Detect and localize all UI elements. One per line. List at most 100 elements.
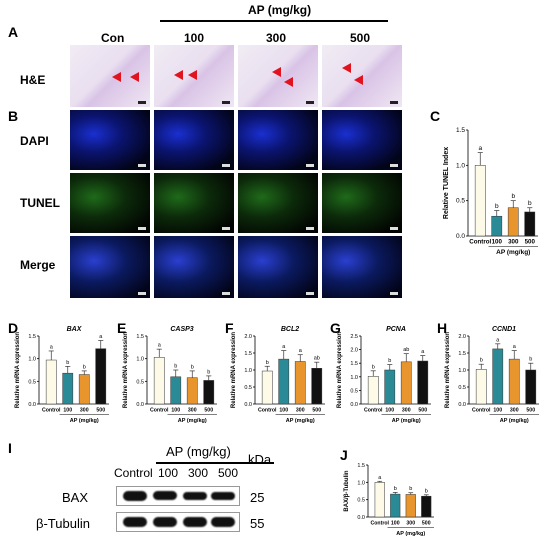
significance-letter: ab xyxy=(314,356,320,362)
significance-letter: b xyxy=(480,358,483,364)
wb-kda-bax: 25 xyxy=(250,490,265,505)
merge-image-500 xyxy=(322,236,402,298)
significance-letter: ab xyxy=(403,347,409,353)
bar xyxy=(508,358,520,405)
y-axis-label: Relative mRNA expression xyxy=(445,332,451,408)
row-label-tunel: TUNEL xyxy=(20,196,60,210)
y-tick-label: 0.5 xyxy=(458,385,466,391)
merge-image-100 xyxy=(154,236,234,298)
bar xyxy=(62,372,74,405)
he-image-con xyxy=(70,45,150,107)
y-tick-label: 1.0 xyxy=(357,480,365,486)
y-axis-label: Relative TUNEL Index xyxy=(443,147,450,219)
y-tick-label: 1.0 xyxy=(28,357,36,363)
y-tick-label: 1.5 xyxy=(458,351,466,357)
significance-letter: b xyxy=(174,364,177,370)
category-label: Control xyxy=(258,408,277,414)
significance-letter: a xyxy=(513,344,517,350)
y-tick-label: 0.0 xyxy=(458,402,466,408)
wb-col-300: 300 xyxy=(188,466,209,480)
row-label-he: H&E xyxy=(20,73,46,87)
category-label: 100 xyxy=(492,239,503,246)
gene-title: CCND1 xyxy=(492,326,516,333)
x-axis-label: AP (mg/kg) xyxy=(500,418,529,424)
significance-letter: b xyxy=(388,358,391,364)
y-tick-label: 0.5 xyxy=(357,498,365,504)
bar xyxy=(390,493,401,518)
y-axis-label: Relative mRNA expression xyxy=(123,332,129,408)
y-tick-label: 0.5 xyxy=(350,388,358,394)
panel-label-b: B xyxy=(8,108,19,124)
x-axis-label: AP (mg/kg) xyxy=(178,418,207,424)
y-tick-label: 1.5 xyxy=(244,351,252,357)
bar xyxy=(491,215,503,237)
y-axis-label: Relative mRNA expression xyxy=(337,332,343,408)
chart-h: 0.0 0.5 1.0 1.5 2.0 Relative mRNA expression C… xyxy=(445,326,539,424)
x-axis-label: AP (mg/kg) xyxy=(286,418,315,424)
y-axis-label: Relative mRNA expression xyxy=(231,332,237,408)
category-label: 500 xyxy=(422,521,431,527)
category-label: 300 xyxy=(296,408,305,414)
significance-letter: b xyxy=(207,369,210,375)
bar xyxy=(95,348,107,405)
y-tick-label: 0.0 xyxy=(244,402,252,408)
category-label: 500 xyxy=(312,408,321,414)
bar xyxy=(294,361,306,405)
row-label-dapi: DAPI xyxy=(20,134,49,148)
category-label: Control xyxy=(364,408,383,414)
y-tick-label: 1.0 xyxy=(456,162,465,169)
chart-e: 0.0 0.5 1.0 1.5 Relative mRNA expression CASP… xyxy=(123,326,217,424)
wb-col-control: Control xyxy=(114,466,153,480)
chart-j: 0.0 0.5 1.0 1.5 BAX/β-Tubulin a Control b 100 b 30… xyxy=(344,463,434,537)
significance-letter: b xyxy=(529,357,532,363)
bar xyxy=(421,495,432,518)
category-label: Control xyxy=(469,239,491,246)
significance-letter: a xyxy=(282,344,286,350)
col-label-300: 300 xyxy=(266,31,287,45)
bar xyxy=(78,374,90,405)
category-label: 500 xyxy=(525,239,536,246)
significance-letter: b xyxy=(394,486,397,492)
wb-strip-bax xyxy=(116,486,240,506)
wb-group-line xyxy=(156,462,274,464)
y-tick-label: 0.0 xyxy=(456,233,465,240)
y-axis-label: Relative mRNA expression xyxy=(15,332,21,408)
category-label: 300 xyxy=(80,408,89,414)
bar xyxy=(153,357,165,405)
y-tick-label: 1.5 xyxy=(136,334,144,340)
panel-label-d: D xyxy=(8,320,19,336)
dapi-image-500 xyxy=(322,110,402,170)
western-blot-panel: AP (mg/kg) kDa Control 100 300 500 BAX 2… xyxy=(30,440,330,540)
he-image-300 xyxy=(238,45,318,107)
significance-letter: a xyxy=(378,475,382,481)
y-tick-label: 2.0 xyxy=(244,334,252,340)
bar xyxy=(400,361,412,405)
x-axis-label: AP (mg/kg) xyxy=(70,418,99,424)
bar xyxy=(367,376,379,405)
wb-protein-tubulin: β-Tubulin xyxy=(36,516,90,531)
category-label: Control xyxy=(472,408,491,414)
panel-label-a: A xyxy=(8,24,19,40)
category-label: 100 xyxy=(385,408,394,414)
bar xyxy=(45,359,57,405)
col-label-con: Con xyxy=(101,31,125,45)
significance-letter: b xyxy=(372,364,375,370)
y-tick-label: 0.0 xyxy=(136,402,144,408)
category-label: 100 xyxy=(63,408,72,414)
y-tick-label: 1.0 xyxy=(350,375,358,381)
y-tick-label: 0.5 xyxy=(28,379,36,385)
tunel-image-500 xyxy=(322,173,402,233)
tunel-image-100 xyxy=(154,173,234,233)
panel-label-c: C xyxy=(430,108,441,124)
bar xyxy=(278,358,290,405)
dapi-image-con xyxy=(70,110,150,170)
bar xyxy=(170,376,182,405)
y-tick-label: 1.0 xyxy=(458,368,466,374)
wb-kda-tubulin: 55 xyxy=(250,516,265,531)
significance-letter: b xyxy=(409,486,412,492)
y-tick-label: 1.0 xyxy=(136,357,144,363)
gene-title: BAX xyxy=(67,326,83,333)
chart-g: 0.0 0.5 1.0 1.5 2.0 2.5 Relative mRNA expressi… xyxy=(337,326,431,424)
wb-group-label: AP (mg/kg) xyxy=(166,444,231,459)
category-label: 300 xyxy=(508,239,519,246)
